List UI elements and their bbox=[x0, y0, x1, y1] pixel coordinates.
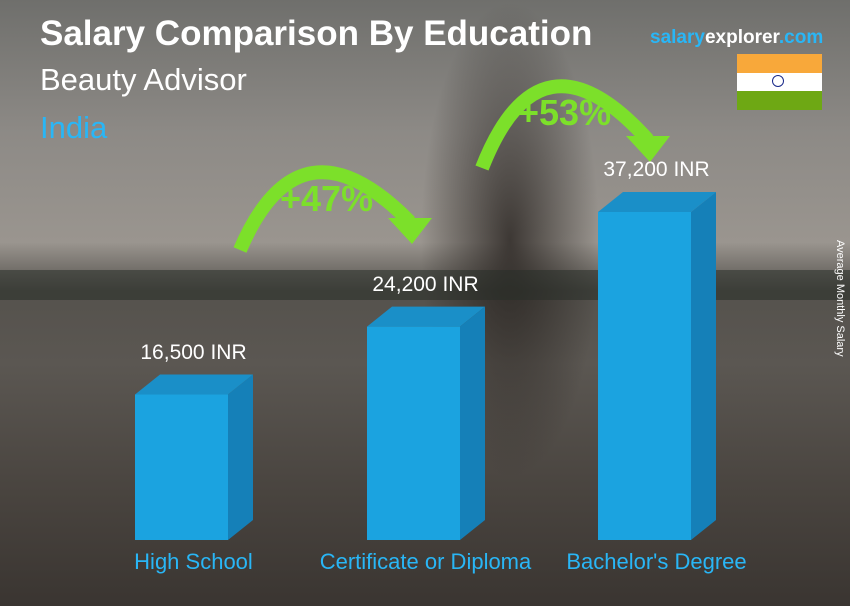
value-label: 16,500 INR bbox=[140, 340, 247, 364]
bar-top bbox=[135, 374, 253, 395]
bar-0 bbox=[135, 394, 228, 540]
india-flag-icon bbox=[737, 54, 822, 110]
bar-1 bbox=[367, 326, 460, 540]
salaryexplorer-logo[interactable]: salaryexplorer.com bbox=[650, 27, 823, 49]
page-title: Salary Comparison By Education bbox=[40, 14, 593, 53]
value-label: 24,200 INR bbox=[372, 272, 479, 296]
bar-2 bbox=[598, 212, 691, 540]
country-label: India bbox=[40, 110, 108, 145]
logo-part: salary bbox=[650, 27, 705, 48]
bar-top bbox=[367, 306, 485, 327]
bar-side bbox=[691, 192, 716, 540]
bar-side bbox=[460, 306, 485, 540]
bar-side bbox=[228, 374, 253, 540]
logo-part: .com bbox=[778, 27, 824, 48]
logo-part: explorer bbox=[704, 27, 779, 48]
job-title: Beauty Advisor bbox=[40, 62, 247, 97]
arrow-icon-2-head bbox=[626, 136, 670, 162]
category-label: Certificate or Diploma bbox=[319, 549, 532, 574]
value-label: 37,200 INR bbox=[603, 158, 710, 181]
category-label: High School bbox=[134, 549, 253, 574]
arrow-icon-1 bbox=[233, 165, 415, 253]
arrow-icon-2 bbox=[475, 79, 654, 171]
arrow-icon-1-head bbox=[388, 218, 432, 244]
category-label: Bachelor's Degree bbox=[566, 549, 747, 574]
annotation-pct-2: +53% bbox=[518, 92, 612, 133]
annotation-pct-1: +47% bbox=[280, 178, 374, 219]
bar-top bbox=[598, 192, 716, 212]
y-axis-label: Average Monthly Salary bbox=[834, 240, 846, 357]
